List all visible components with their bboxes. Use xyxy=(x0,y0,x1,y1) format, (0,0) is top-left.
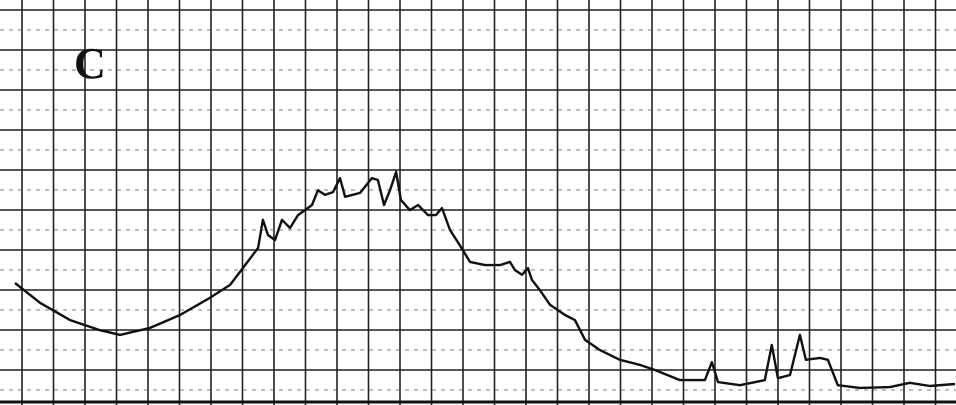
trace xyxy=(14,170,956,390)
trace-label: C xyxy=(74,39,106,88)
